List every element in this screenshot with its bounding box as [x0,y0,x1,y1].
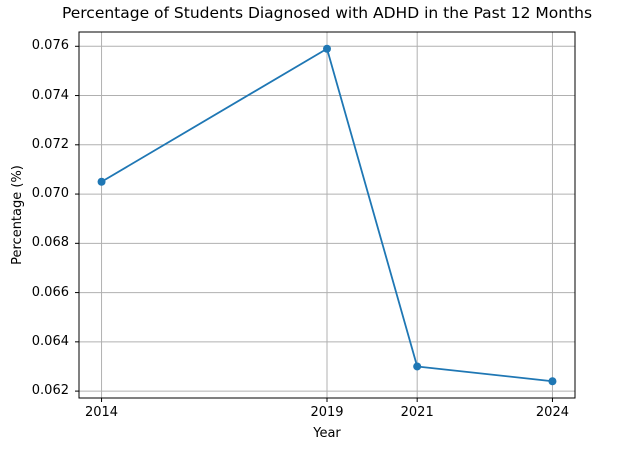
y-tick-label: 0.066 [31,284,69,300]
y-tick-label: 0.076 [31,38,69,54]
chart-title: Percentage of Students Diagnosed with AD… [61,4,593,22]
y-tick-label: 0.072 [31,136,69,152]
y-axis-label: Percentage (%) [10,165,25,265]
x-tick-label: 2024 [535,405,569,420]
y-tick-label: 0.074 [31,87,69,103]
data-point [97,177,106,186]
data-point [323,44,331,53]
y-tick-label: 0.064 [31,333,69,349]
y-tick-label: 0.068 [31,235,69,251]
data-point [548,377,557,386]
data-line [101,47,553,383]
x-axis-label: Year [313,426,341,441]
x-tick-label: 2014 [84,405,119,420]
x-tick-label: 2021 [400,405,434,420]
x-tick-label: 2019 [310,405,344,420]
plot-border [78,31,576,399]
y-tick-label: 0.062 [31,383,69,399]
data-point [413,362,422,371]
y-tick-label: 0.070 [31,186,69,202]
